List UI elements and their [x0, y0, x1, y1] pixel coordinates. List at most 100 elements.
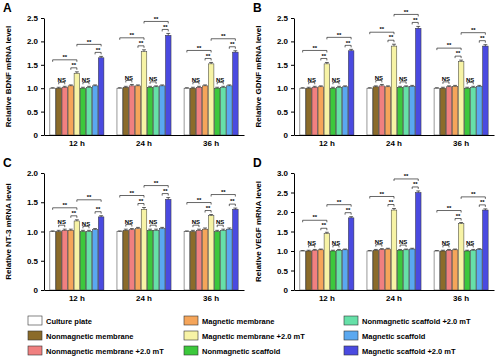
error-bar [154, 229, 158, 230]
significance-label: ** [447, 42, 452, 48]
significance-label: ** [154, 16, 159, 22]
legend-label: Nonmagnetic membrane +2.0 mT [46, 347, 164, 356]
significance-bracket [229, 47, 235, 49]
error-bar [374, 249, 378, 251]
significance-label: ** [337, 199, 342, 205]
error-bar [471, 249, 475, 251]
error-bar [87, 230, 91, 231]
error-bar [124, 229, 128, 230]
y-tick-mark [41, 41, 44, 42]
significance-bracket [309, 245, 315, 247]
y-tick-label: 1.5 [277, 61, 289, 70]
error-bar [447, 249, 451, 251]
bar [86, 87, 92, 135]
y-tick-mark [291, 18, 294, 19]
bar [68, 230, 74, 290]
significance-label: ** [471, 27, 476, 33]
significance-label: NS [399, 76, 407, 82]
error-bar [483, 209, 487, 210]
error-bar [441, 87, 445, 89]
significance-bracket [126, 80, 132, 82]
significance-bracket [53, 208, 77, 210]
bar [312, 250, 318, 290]
error-bar [51, 87, 55, 88]
y-tick-mark [41, 290, 44, 291]
y-tick: 1.0 [277, 247, 294, 256]
error-bar [404, 249, 408, 251]
significance-bracket [333, 245, 339, 247]
bar [233, 209, 239, 290]
bar [373, 87, 379, 135]
panel: 00.51.01.52.02.512 h24 h36 hNS****NS****… [253, 1, 495, 148]
error-bar [392, 44, 396, 46]
y-tick: 1.0 [27, 228, 44, 237]
error-bar [349, 217, 353, 218]
panel: 00.51.01.52.02.53.012 h24 h36 hNS****NS*… [253, 156, 495, 303]
error-bar [477, 248, 481, 250]
significance-label: ** [322, 222, 327, 228]
legend-swatch [184, 316, 198, 325]
error-bar [142, 50, 146, 52]
bar [318, 87, 324, 135]
error-bar [142, 208, 146, 210]
error-bar [404, 85, 408, 87]
significance-label: ** [404, 173, 409, 179]
y-tick-label: 2.0 [27, 169, 39, 178]
y-tick: 0.5 [277, 108, 294, 117]
error-bar [87, 86, 91, 88]
significance-bracket [77, 44, 101, 46]
significance-label: ** [380, 191, 385, 197]
bar [403, 87, 409, 135]
panel-title: C [3, 156, 12, 170]
error-bar [57, 87, 61, 89]
significance-bracket [150, 82, 156, 84]
significance-bracket [144, 21, 168, 23]
bar [300, 251, 306, 290]
error-bar [166, 198, 170, 200]
y-tick-label: 2.5 [277, 14, 289, 23]
significance-label: ** [413, 181, 418, 187]
error-bar [221, 86, 225, 88]
error-bar [337, 86, 341, 88]
significance-bracket [455, 219, 461, 221]
bar [196, 230, 202, 290]
y-tick-label: 2.5 [277, 189, 289, 198]
x-axis: 12 h24 h36 h [45, 290, 245, 303]
y-tick: 2.5 [277, 14, 294, 23]
significance-bracket [333, 82, 339, 84]
significance-bracket [479, 205, 485, 207]
bar [50, 88, 56, 135]
y-tick-mark [41, 232, 44, 233]
bar [233, 52, 239, 135]
bar [147, 87, 153, 135]
bar [391, 210, 397, 290]
error-bar [325, 62, 329, 63]
error-bar [465, 87, 469, 89]
significance-label: ** [312, 214, 317, 220]
bar [306, 88, 312, 135]
legend-item: Magnetic membrane +2.0 mT [184, 331, 305, 341]
significance-label: ** [139, 40, 144, 46]
significance-label: ** [197, 197, 202, 203]
significance-bracket [412, 187, 418, 189]
significance-bracket [376, 80, 382, 82]
bar [452, 250, 458, 290]
significance-bracket [162, 29, 168, 31]
significance-bracket [162, 194, 168, 196]
panel: 00.51.01.52.012 h24 h36 hNS****NS****NS*… [3, 156, 245, 303]
panel-title: B [253, 1, 262, 15]
significance-label: ** [197, 45, 202, 51]
bar [342, 250, 348, 290]
significance-bracket [95, 212, 101, 214]
y-tick: 2.0 [27, 37, 44, 46]
significance-label: ** [221, 33, 226, 39]
legend-label: Magnetic scaffold +2.0 mT [362, 347, 456, 356]
significance-bracket [400, 245, 406, 247]
x-axis-line [45, 290, 245, 291]
bar [367, 88, 373, 135]
error-bar [398, 249, 402, 251]
legend-label: Magnetic membrane [202, 317, 275, 326]
error-bar [203, 84, 207, 86]
legend-label: Magnetic scaffold [362, 332, 426, 341]
error-bar [99, 56, 103, 57]
